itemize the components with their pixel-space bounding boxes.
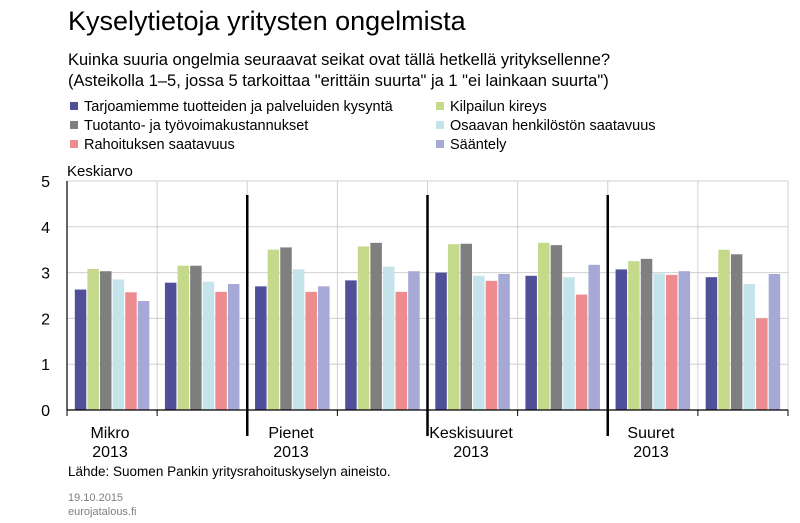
bar — [550, 245, 563, 410]
bar — [100, 271, 112, 410]
footer-site: eurojatalous.fi — [68, 506, 137, 518]
source-note: Lähde: Suomen Pankin yritysrahoituskysel… — [68, 464, 391, 479]
legend-swatch-regulation — [436, 140, 444, 148]
group-label-year: 2013 — [453, 444, 489, 461]
legend-item-demand: Tarjoamiemme tuotteiden ja palveluiden k… — [70, 98, 393, 117]
bar — [665, 274, 678, 410]
bar — [640, 258, 653, 410]
bar — [615, 269, 628, 410]
group-label-name: Mikro — [90, 425, 129, 442]
bar — [498, 273, 510, 410]
bar — [395, 291, 408, 410]
bar — [305, 291, 317, 410]
legend-item-staff: Osaavan henkilöstön saatavuus — [436, 117, 656, 136]
bar — [382, 266, 395, 410]
bar — [255, 286, 267, 410]
bar — [538, 242, 550, 410]
bars — [74, 242, 781, 410]
bar — [408, 271, 420, 410]
bar — [292, 269, 305, 410]
bar — [164, 282, 177, 410]
legend-label-finance: Rahoituksen saatavuus — [84, 137, 235, 153]
bar — [215, 291, 227, 410]
y-tick-label: 5 — [41, 174, 50, 191]
bar — [768, 273, 781, 410]
y-tick-labels: 0 1 2 3 4 5 — [41, 174, 50, 420]
bar — [370, 242, 382, 410]
bar — [460, 243, 473, 410]
bar — [756, 318, 768, 410]
bar — [202, 281, 215, 410]
bar — [563, 277, 575, 410]
bar — [112, 279, 125, 410]
bar — [588, 264, 600, 410]
bar — [87, 268, 99, 410]
bar — [177, 265, 190, 410]
group-label-year: 2013 — [92, 444, 128, 461]
bar — [525, 275, 537, 410]
bar — [730, 254, 743, 410]
legend-item-regulation: Sääntely — [436, 136, 506, 155]
bar — [473, 275, 485, 410]
bar — [125, 292, 137, 410]
bar — [357, 246, 370, 410]
legend-swatch-competition — [436, 102, 444, 110]
legend-label-costs: Tuotanto- ja työvoimakustannukset — [84, 118, 309, 134]
legend-swatch-finance — [70, 140, 78, 148]
bar — [628, 261, 640, 410]
group-label-year: 2013 — [273, 444, 309, 461]
bar — [743, 284, 755, 410]
bar — [190, 265, 202, 410]
legend-swatch-demand — [70, 102, 78, 110]
bar — [678, 271, 691, 410]
legend-item-costs: Tuotanto- ja työvoimakustannukset — [70, 117, 308, 136]
bar — [705, 277, 718, 410]
footer-date: 19.10.2015 — [68, 492, 124, 504]
group-labels: Mikro 2013 Pienet 2013 Keskisuuret 2013 Suuret… — [90, 425, 675, 461]
legend-label-demand: Tarjoamiemme tuotteiden ja palveluiden k… — [84, 99, 393, 115]
group-label-name: Suuret — [627, 425, 675, 442]
legend-swatch-staff — [436, 121, 444, 129]
bar — [280, 247, 292, 410]
y-tick-label: 0 — [41, 403, 50, 420]
group-label-name: Keskisuuret — [429, 425, 513, 442]
legend-label-competition: Kilpailun kireys — [450, 99, 547, 115]
chart-subtitle: Kuinka suuria ongelmia seuraavat seikat … — [68, 51, 611, 90]
y-tick-label: 3 — [41, 266, 50, 283]
bar — [653, 273, 665, 410]
bar — [267, 249, 280, 410]
legend-item-competition: Kilpailun kireys — [436, 98, 547, 117]
bar — [575, 294, 588, 410]
y-tick-label: 2 — [41, 311, 50, 328]
group-label-year: 2013 — [633, 444, 669, 461]
y-axis-label: Keskiarvo — [67, 163, 133, 180]
legend-label-regulation: Sääntely — [450, 137, 507, 153]
legend-item-finance: Rahoituksen saatavuus — [70, 136, 235, 155]
legend-label-staff: Osaavan henkilöstön saatavuus — [450, 118, 656, 134]
legend-swatch-costs — [70, 121, 78, 129]
bar — [227, 284, 240, 410]
chart-title: Kyselytietoja yritysten ongelmista — [68, 6, 466, 36]
axes — [66, 181, 789, 436]
bar — [718, 249, 730, 410]
bar — [137, 300, 150, 410]
bar — [345, 280, 357, 410]
bar — [435, 272, 447, 410]
bar — [74, 289, 87, 410]
y-tick-label: 4 — [41, 220, 50, 237]
bar — [485, 280, 498, 410]
y-tick-label: 1 — [41, 357, 50, 374]
bar — [447, 244, 460, 410]
bar — [318, 286, 330, 410]
group-label-name: Pienet — [268, 425, 314, 442]
